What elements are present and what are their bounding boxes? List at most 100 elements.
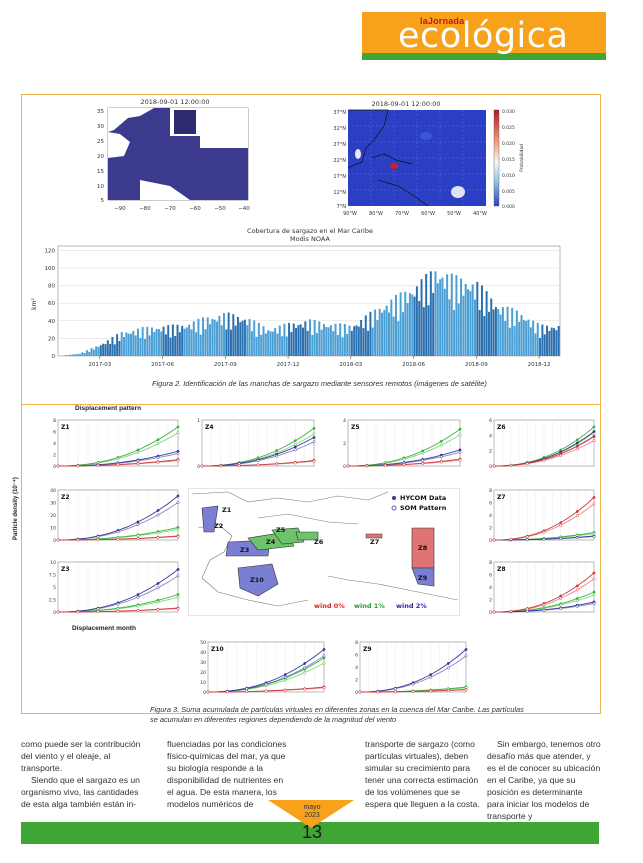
coverage-bar <box>436 283 439 356</box>
coverage-bar <box>306 330 309 356</box>
series-point <box>575 447 579 451</box>
svg-text:0.030: 0.030 <box>502 109 515 115</box>
figure-3-caption: Figura 3. Suma acumulada de partículas v… <box>150 705 524 724</box>
series-point <box>346 464 350 468</box>
coverage-bar <box>315 333 318 356</box>
panel-ytick: 8 <box>489 560 492 566</box>
coverage-bar <box>343 323 346 356</box>
coverage-bar <box>329 325 332 356</box>
panel-ytick: 6 <box>355 653 358 659</box>
coverage-bar <box>471 284 474 356</box>
series-point <box>176 595 180 599</box>
coverage-bar <box>227 312 230 356</box>
coverage-bar <box>392 316 395 356</box>
series-point <box>156 442 160 446</box>
series-point <box>322 648 326 651</box>
coverage-bar <box>508 327 511 356</box>
panel-ytick: 8 <box>489 488 492 494</box>
coverage-bar <box>478 310 481 356</box>
col3-para: transporte de sargazo (como partículas v… <box>365 739 480 809</box>
coverage-bar <box>302 327 305 356</box>
series-point <box>96 610 100 614</box>
panel-ytick: 6 <box>489 418 492 424</box>
panel-ytick: 4 <box>355 665 358 671</box>
legend-som: SOM Pattern <box>400 504 447 512</box>
x-tick-label: 2018-09 <box>465 362 488 368</box>
series-point <box>312 436 316 439</box>
coverage-bar <box>332 331 335 356</box>
series-point <box>559 521 563 525</box>
text-column-1: como puede ser la contribución del vient… <box>21 738 143 810</box>
series-point <box>176 607 180 611</box>
panel-label: Z4 <box>205 424 214 431</box>
coverage-bar <box>506 306 509 356</box>
series-point <box>256 463 260 467</box>
series-point <box>439 455 443 459</box>
coverage-bar <box>176 324 179 356</box>
coverage-bar <box>123 337 126 356</box>
series-point <box>176 527 180 531</box>
coverage-bar <box>185 327 188 356</box>
coverage-bar <box>118 340 121 356</box>
coverage-bar <box>232 314 235 356</box>
series-point <box>176 593 180 596</box>
coverage-bar <box>204 329 207 356</box>
svg-text:90°W: 90°W <box>343 211 357 217</box>
series-point <box>293 445 297 449</box>
text-column-2: fluenciadas por las condiciones físico-q… <box>167 738 289 810</box>
coverage-bar <box>192 321 195 356</box>
panel-ytick: 20 <box>50 513 56 519</box>
coverage-bar <box>171 324 174 356</box>
coverage-bar <box>148 335 151 356</box>
series-point <box>592 425 596 429</box>
panel-ytick: 2 <box>53 453 56 459</box>
svg-text:15: 15 <box>97 169 104 175</box>
chart-subtitle: Modis NOAA <box>290 235 330 243</box>
coverage-bar <box>109 343 112 356</box>
coverage-bar <box>169 337 172 356</box>
map-right-xticks: 90°W 80°W 70°W 60°W 50°W 40°W <box>343 211 487 217</box>
coverage-bar <box>527 319 530 356</box>
series-point <box>542 537 546 541</box>
y-tick-label: 80 <box>48 284 55 290</box>
coverage-bar <box>83 353 86 356</box>
coverage-bar <box>515 310 518 356</box>
svg-text:12°N: 12°N <box>333 190 346 196</box>
panel-ytick: 40 <box>200 650 206 656</box>
series-point <box>156 531 160 535</box>
series-point <box>116 537 120 541</box>
panel-ytick: 2 <box>489 598 492 604</box>
y-tick-label: 60 <box>48 301 55 307</box>
coverage-bar <box>241 320 244 356</box>
panel-ytick: 50 <box>200 640 206 646</box>
coverage-bar <box>325 327 328 356</box>
coverage-bar <box>174 336 177 356</box>
masthead-banner <box>362 12 606 60</box>
coverage-bar <box>181 325 184 356</box>
satellite-map-left: 2018-09-01 12:00:00 35 30 25 20 15 10 5 … <box>97 98 250 212</box>
series-point <box>116 609 120 613</box>
coverage-bar <box>490 298 493 356</box>
coverage-bar <box>218 315 221 356</box>
svg-text:−40: −40 <box>238 206 250 212</box>
svg-text:0.010: 0.010 <box>502 173 515 179</box>
panel-label: Z2 <box>61 494 70 501</box>
series-point <box>592 593 596 597</box>
coverage-bar <box>199 334 202 356</box>
coverage-bar <box>320 329 323 356</box>
coverage-bar <box>557 326 560 356</box>
chart-yticks: 0 20 40 60 80 100 120 <box>45 248 56 360</box>
svg-text:5: 5 <box>101 198 105 204</box>
series-point <box>464 648 468 651</box>
series-point <box>592 571 596 575</box>
coverage-bar <box>234 325 237 356</box>
series-point <box>303 666 307 670</box>
series-point <box>116 530 120 534</box>
coverage-bar <box>401 312 404 356</box>
series-point <box>275 449 279 452</box>
series-point <box>421 458 425 462</box>
series-point <box>136 523 140 527</box>
series-point <box>96 464 100 467</box>
coverage-bar <box>534 333 537 356</box>
series-point <box>176 574 180 578</box>
